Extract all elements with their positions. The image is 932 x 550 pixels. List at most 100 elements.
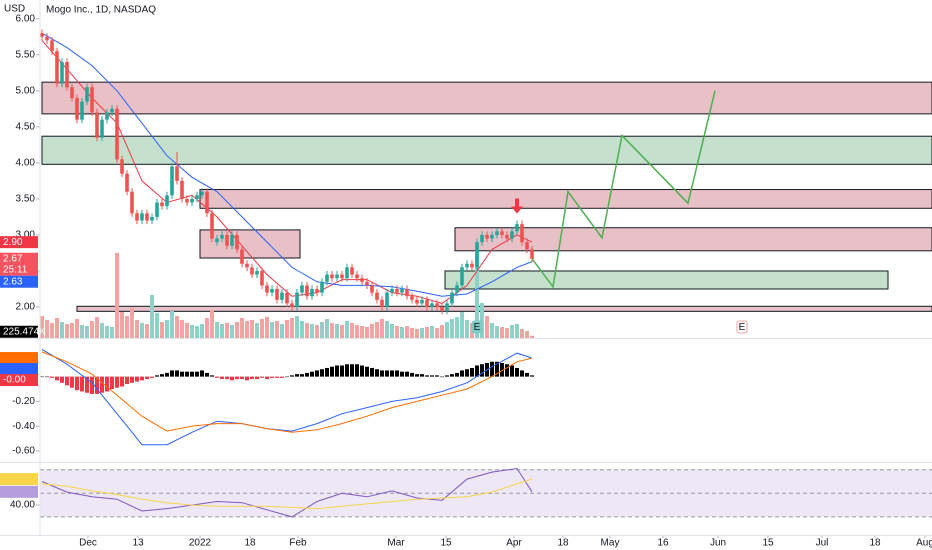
value-tag-label: 2.63 (3, 276, 23, 287)
volume-bar (320, 322, 324, 338)
volume-bar (60, 322, 64, 338)
candle-body (350, 267, 354, 275)
volume-bar (50, 323, 54, 338)
candle-body (140, 213, 144, 221)
volume-bar (135, 320, 139, 338)
macd-histogram-bar (430, 375, 434, 377)
value-tag (0, 485, 38, 498)
volume-bar (180, 320, 184, 338)
x-tick-label: 2022 (189, 538, 212, 549)
volume-bar (270, 322, 274, 338)
x-tick-label: Aug (916, 538, 932, 549)
volume-bar (370, 324, 374, 338)
candle-body (60, 61, 64, 84)
macd-histogram-bar (160, 374, 164, 377)
macd-histogram-bar (345, 364, 349, 377)
macd-histogram-bar (435, 375, 439, 377)
volume-bar (305, 323, 309, 338)
volume-bar (405, 326, 409, 338)
macd-histogram-bar (440, 376, 444, 378)
candle-body (250, 267, 254, 275)
candle-body (260, 270, 264, 286)
volume-bar (350, 323, 354, 338)
rsi-line (41, 478, 533, 510)
volume-bar (260, 319, 264, 338)
candle-body (380, 299, 384, 308)
macd-histogram-bar (415, 374, 419, 377)
volume-bar (520, 329, 524, 338)
volume-bar (530, 335, 534, 338)
macd-histogram-bar (470, 367, 474, 377)
volume-bar (365, 327, 369, 338)
value-tag-label: 2.90 (3, 237, 23, 248)
macd-histogram-bar (65, 376, 69, 386)
projection-line (531, 90, 716, 289)
x-tick-label: Apr (506, 538, 522, 549)
volume-bar (335, 324, 339, 338)
macd-histogram-bar (110, 376, 114, 389)
candle-body (335, 274, 339, 279)
macd-histogram-bar (130, 376, 134, 383)
candle-body (435, 303, 439, 308)
macd-histogram-bar (180, 371, 184, 377)
candle-body (150, 216, 154, 221)
volume-bar (315, 325, 319, 338)
volume-bar (375, 322, 379, 338)
macd-histogram-bar (510, 365, 514, 377)
earnings-marker (471, 320, 483, 334)
candle-body (170, 166, 174, 196)
volume-bar (140, 323, 144, 338)
candle-body (80, 101, 84, 120)
candle-body (505, 234, 509, 239)
macd-histogram-bar (90, 376, 94, 394)
x-tick-label: Mar (387, 538, 405, 549)
candle-body (460, 267, 464, 286)
value-tag (0, 325, 38, 338)
macd-histogram-bar (50, 376, 54, 378)
macd-histogram-bar (55, 376, 59, 381)
candle-body (525, 242, 529, 250)
candle-body (115, 108, 119, 160)
x-tick-label: Dec (79, 538, 97, 549)
volume-bar (430, 326, 434, 338)
volume-bar (310, 324, 314, 338)
candle-body (205, 191, 209, 214)
candle-body (90, 87, 94, 113)
candle-body (175, 166, 179, 181)
macd-histogram-bar (70, 376, 74, 388)
macd-histogram-bar (285, 376, 289, 378)
volume-bar (160, 322, 164, 338)
volume-bar (255, 323, 259, 338)
x-tick-label: 18 (244, 538, 256, 549)
macd-histogram-bar (330, 366, 334, 377)
macd-histogram-bar (155, 375, 159, 377)
macd-histogram-bar (310, 371, 314, 377)
candle-body (365, 281, 369, 286)
volume-bar (190, 325, 194, 338)
candle-body (470, 263, 474, 268)
candle-body (360, 278, 364, 282)
macd-histogram-bar (45, 376, 49, 378)
candle-body (100, 119, 104, 138)
volume-bar (280, 324, 284, 338)
macd-histogram-bar (340, 365, 344, 377)
candle-body (280, 292, 284, 300)
macd-histogram-bar (205, 372, 209, 377)
volume-bar (385, 321, 389, 338)
macd-histogram-bar (355, 364, 359, 377)
volume-bar (325, 319, 329, 338)
candle-body (120, 159, 124, 174)
volume-bar (395, 326, 399, 338)
macd-histogram-bar (375, 369, 379, 377)
macd-histogram-bar (360, 365, 364, 377)
earnings-marker (736, 320, 748, 334)
macd-histogram-bar (200, 370, 204, 377)
candle-body (125, 173, 129, 192)
volume-bar (95, 317, 99, 338)
value-tag (0, 374, 38, 387)
volume-bar (435, 328, 439, 338)
volume-bar (170, 311, 174, 338)
y-tick-label: 3.50 (16, 194, 36, 205)
macd-histogram-bar (125, 376, 129, 385)
